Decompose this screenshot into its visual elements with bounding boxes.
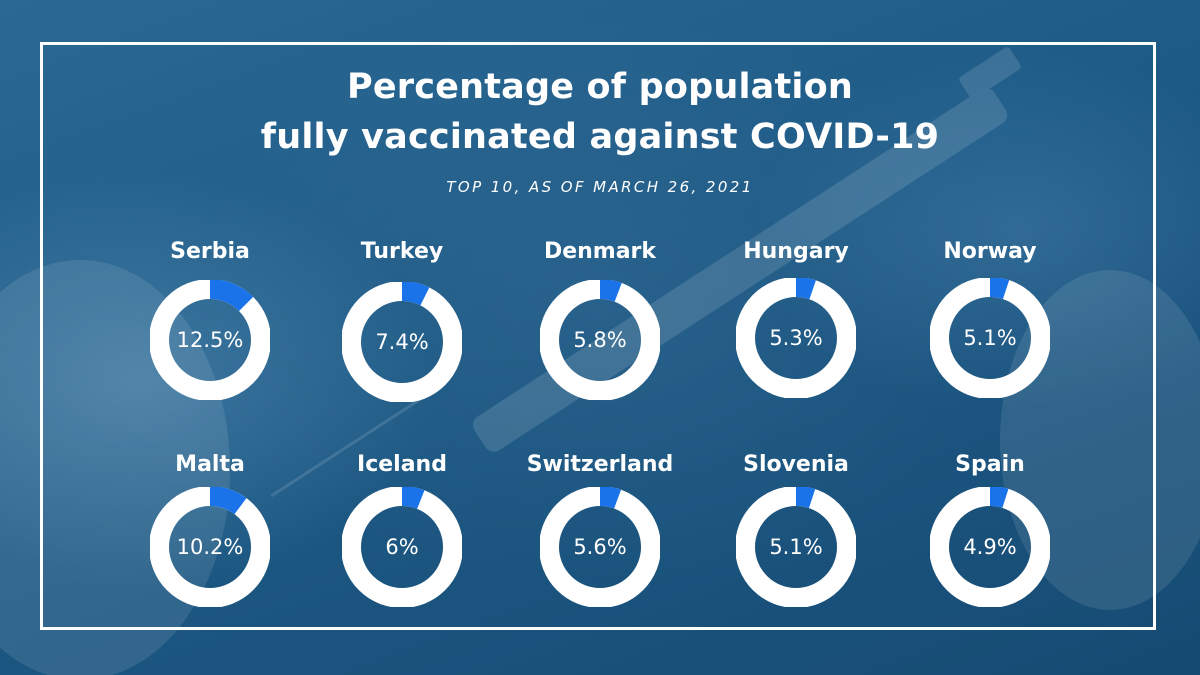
donut-chart: 7.4% (342, 282, 462, 402)
donut-svg (342, 487, 462, 607)
donut-cell: Malta 10.2% (110, 451, 310, 607)
title-line-2: fully vaccinated against COVID-19 (260, 117, 940, 157)
donut-segment-vaccinated (150, 280, 270, 400)
donut-segment-vaccinated (540, 487, 660, 607)
donut-svg (150, 487, 270, 607)
country-label: Slovenia (743, 452, 849, 477)
percent-label: 5.6% (573, 535, 627, 559)
donut-svg (930, 487, 1050, 607)
donut-cell: Norway 5.1% (890, 238, 1090, 398)
country-label: Turkey (360, 239, 444, 264)
donut-chart: 12.5% (150, 280, 270, 400)
donut-segment-vaccinated (342, 282, 462, 402)
donut-chart: 5.1% (930, 278, 1050, 398)
donut-cell: Slovenia 5.1% (696, 451, 896, 607)
percent-label: 5.8% (573, 328, 627, 352)
percent-label: 5.1% (769, 535, 823, 559)
donut-cell: Spain 4.9% (890, 451, 1090, 607)
country-label: Denmark (543, 239, 657, 264)
donut-cell: Serbia 12.5% (110, 238, 310, 400)
donut-svg (736, 487, 856, 607)
donut-svg (150, 280, 270, 400)
donut-segment-vaccinated (736, 278, 856, 398)
donut-chart: 10.2% (150, 487, 270, 607)
country-label: Iceland (357, 452, 447, 477)
title-line-1: Percentage of population (346, 67, 853, 107)
percent-label: 6% (385, 535, 419, 559)
percent-label: 5.1% (963, 326, 1017, 350)
donut-chart: 6% (342, 487, 462, 607)
donut-segment-vaccinated (930, 278, 1050, 398)
donut-segment-vaccinated (736, 487, 856, 607)
percent-label: 4.9% (963, 535, 1017, 559)
content-frame (40, 42, 1156, 630)
country-label: Malta (175, 452, 245, 477)
donut-cell: Turkey 7.4% (302, 238, 502, 402)
chart-subtitle: TOP 10, AS OF MARCH 26, 2021 (446, 178, 754, 196)
country-label: Norway (943, 239, 1037, 264)
donut-cell: Iceland 6% (302, 451, 502, 607)
donut-segment-vaccinated (342, 487, 462, 607)
donut-segment-vaccinated (150, 487, 270, 607)
donut-chart: 4.9% (930, 487, 1050, 607)
donut-segment-vaccinated (540, 280, 660, 400)
donut-svg (930, 278, 1050, 398)
percent-label: 10.2% (176, 535, 244, 559)
percent-label: 12.5% (176, 328, 244, 352)
donut-chart: 5.3% (736, 278, 856, 398)
donut-cell: Hungary 5.3% (696, 238, 896, 398)
country-label: Switzerland (526, 452, 674, 477)
donut-svg (342, 282, 462, 402)
country-label: Serbia (170, 239, 250, 264)
donut-chart: 5.8% (540, 280, 660, 400)
donut-cell: Denmark 5.8% (500, 238, 700, 400)
donut-svg (736, 278, 856, 398)
country-label: Hungary (743, 239, 849, 264)
donut-chart: 5.6% (540, 487, 660, 607)
percent-label: 7.4% (375, 330, 429, 354)
donut-svg (540, 487, 660, 607)
donut-svg (540, 280, 660, 400)
donut-chart: 5.1% (736, 487, 856, 607)
chart-title: Percentage of population fully vaccinate… (0, 62, 1200, 162)
percent-label: 5.3% (769, 326, 823, 350)
donut-segment-vaccinated (930, 487, 1050, 607)
country-label: Spain (955, 452, 1025, 477)
donut-cell: Switzerland 5.6% (500, 451, 700, 607)
